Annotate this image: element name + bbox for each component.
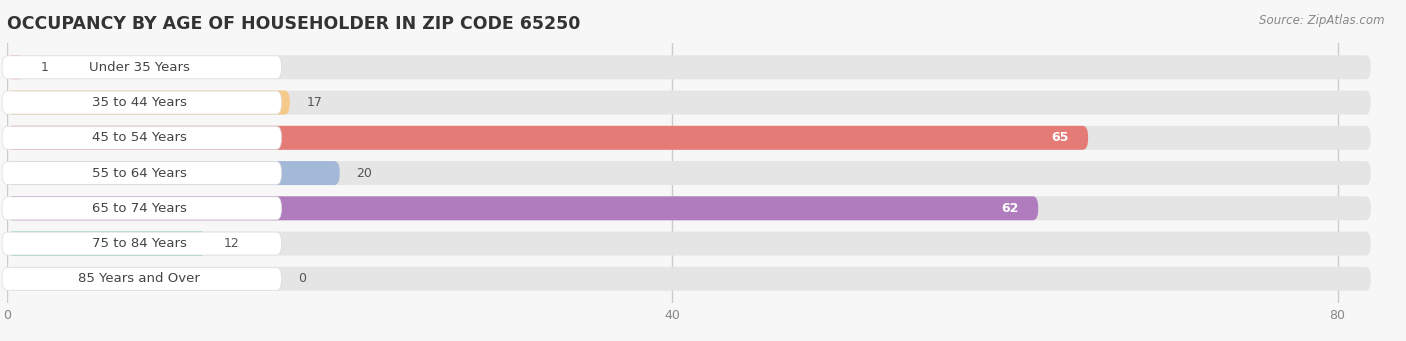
Text: 62: 62	[1001, 202, 1018, 215]
Text: OCCUPANCY BY AGE OF HOUSEHOLDER IN ZIP CODE 65250: OCCUPANCY BY AGE OF HOUSEHOLDER IN ZIP C…	[7, 15, 581, 33]
Text: 35 to 44 Years: 35 to 44 Years	[91, 96, 187, 109]
Text: 0: 0	[298, 272, 307, 285]
Text: 17: 17	[307, 96, 322, 109]
FancyBboxPatch shape	[7, 55, 24, 79]
FancyBboxPatch shape	[7, 196, 1371, 220]
FancyBboxPatch shape	[7, 91, 290, 115]
Text: 85 Years and Over: 85 Years and Over	[79, 272, 200, 285]
FancyBboxPatch shape	[1, 56, 281, 79]
Text: 55 to 64 Years: 55 to 64 Years	[91, 166, 187, 180]
Text: Source: ZipAtlas.com: Source: ZipAtlas.com	[1260, 14, 1385, 27]
FancyBboxPatch shape	[7, 232, 1371, 255]
FancyBboxPatch shape	[7, 161, 340, 185]
Text: 1: 1	[41, 61, 48, 74]
FancyBboxPatch shape	[7, 126, 1371, 150]
FancyBboxPatch shape	[7, 267, 1371, 291]
FancyBboxPatch shape	[7, 55, 1371, 79]
FancyBboxPatch shape	[7, 161, 1371, 185]
Text: 12: 12	[224, 237, 239, 250]
Text: 20: 20	[356, 166, 373, 180]
Text: Under 35 Years: Under 35 Years	[89, 61, 190, 74]
Text: 45 to 54 Years: 45 to 54 Years	[91, 131, 187, 144]
FancyBboxPatch shape	[7, 91, 1371, 115]
FancyBboxPatch shape	[7, 196, 1038, 220]
FancyBboxPatch shape	[1, 127, 281, 149]
Text: 65: 65	[1050, 131, 1069, 144]
FancyBboxPatch shape	[1, 232, 281, 255]
FancyBboxPatch shape	[1, 197, 281, 220]
FancyBboxPatch shape	[1, 162, 281, 184]
Text: 75 to 84 Years: 75 to 84 Years	[91, 237, 187, 250]
Text: 65 to 74 Years: 65 to 74 Years	[91, 202, 187, 215]
FancyBboxPatch shape	[1, 267, 281, 290]
FancyBboxPatch shape	[7, 126, 1088, 150]
FancyBboxPatch shape	[1, 91, 281, 114]
FancyBboxPatch shape	[7, 232, 207, 255]
